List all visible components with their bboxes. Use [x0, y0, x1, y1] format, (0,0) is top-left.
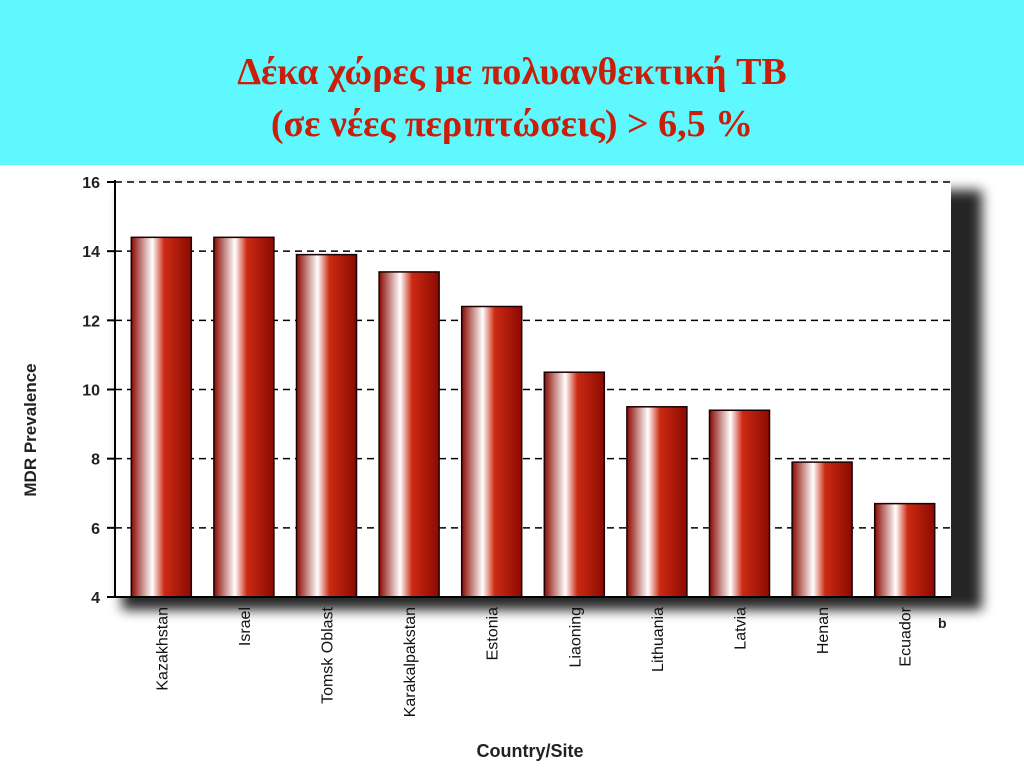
bar-lithuania [626, 406, 688, 598]
bar-tomsk-oblast [295, 253, 358, 598]
x-tick-label: Estonia [485, 607, 502, 660]
slide-header: Δέκα χώρες με πολυανθεκτική TB (σε νέες … [0, 0, 1024, 165]
x-tick-label: Karakalpakstan [402, 607, 419, 717]
x-axis-label: Country/Site [476, 741, 583, 761]
slide-title-line1: Δέκα χώρες με πολυανθεκτική TB [237, 51, 787, 93]
x-tick-label: Ecuador [898, 606, 915, 666]
y-axis-label: MDR Prevalence [21, 363, 40, 496]
y-tick-label: 8 [91, 452, 100, 469]
y-tick-label: 16 [82, 175, 100, 192]
x-tick-label: Latvia [733, 607, 750, 650]
x-tick-label: Kazakhstan [154, 607, 171, 691]
bar-latvia [708, 409, 771, 598]
y-tick-label: 14 [82, 244, 100, 261]
bar-karakalpakstan [378, 271, 440, 598]
x-tick-label: Liaoning [567, 607, 584, 668]
bar-liaoning [543, 371, 606, 598]
y-tick-label: 12 [82, 313, 100, 330]
x-axis-labels: Kazakhstan Israel Tomsk Oblast Karakalpakst… [154, 606, 914, 717]
x-tick-label: Israel [237, 607, 254, 646]
y-tick-label: 6 [91, 521, 100, 538]
bar-estonia [460, 305, 523, 598]
bar-kazakhstan [130, 236, 193, 598]
bar-henan [791, 461, 853, 598]
slide-title-line2: (σε νέες περιπτώσεις) > 6,5 % [270, 103, 754, 145]
footnote-marker: b [938, 615, 947, 631]
x-tick-label: Henan [815, 607, 832, 654]
bar-israel [213, 236, 275, 598]
bar-chart: 4 6 8 10 12 14 16 Kazakhstan Israel Tomsk Oblast… [21, 175, 982, 761]
y-tick-label: 10 [82, 383, 100, 400]
bars-group [130, 236, 936, 598]
y-axis-ticks: 4 6 8 10 12 14 16 [82, 175, 115, 607]
y-tick-label: 4 [91, 590, 100, 607]
bar-ecuador [873, 502, 936, 598]
x-tick-label: Lithuania [650, 607, 667, 672]
x-tick-label: Tomsk Oblast [320, 606, 337, 703]
